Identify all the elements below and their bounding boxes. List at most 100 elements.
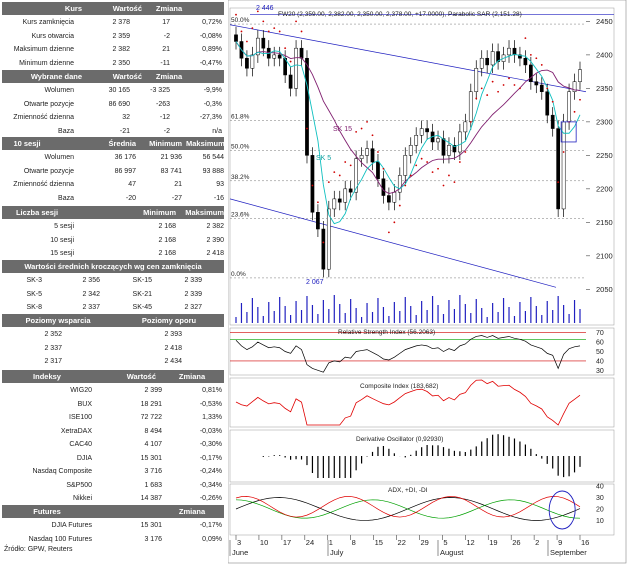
table-cell: Maksimum dzienne [13, 46, 74, 53]
header-cell: Wybrane dane [30, 72, 82, 81]
table-cell: 72 722 [140, 414, 162, 421]
candle [458, 131, 462, 153]
table-cell: 18 291 [140, 400, 162, 408]
x-tick-label: 10 [260, 538, 268, 547]
candle [337, 198, 342, 203]
x-tick-label: 1 [329, 538, 333, 547]
header-cell: Poziomy wsparcia [25, 316, 91, 325]
header-cell: Maksimum [186, 139, 224, 148]
sar-dot [486, 94, 489, 96]
month-label: July [330, 548, 344, 557]
y-tick-label: 2100 [596, 251, 613, 260]
section-header-srednie: Wartości średnich kroczących wg cen zamk… [2, 260, 224, 273]
sar-dot [557, 181, 560, 184]
candle [261, 37, 266, 49]
table-cell: 2 339 [184, 277, 202, 284]
candle [359, 155, 364, 159]
sar-dot [502, 84, 505, 86]
section-header-wybrane: Wybrane dane Wartość Zmiana [2, 70, 224, 83]
table-cell: -2 [163, 32, 170, 40]
candle [539, 84, 544, 92]
y-tick-label: 2250 [596, 151, 613, 160]
table-cell: 15 sesji [50, 250, 74, 257]
x-tick-label: 16 [581, 538, 589, 547]
candle [234, 34, 238, 42]
table-cell: SK-45 [132, 304, 152, 311]
header-cell: 10 sesji [13, 139, 41, 148]
table-cell: -0,30% [199, 441, 222, 448]
table-cell: 36 176 [114, 154, 136, 161]
table-cell: Nasdaq 100 Futures [28, 535, 92, 543]
fib-label: 50.0% [231, 17, 250, 24]
sar-dot [251, 27, 254, 29]
adx-line [235, 497, 581, 521]
fib-label: 61.8% [231, 114, 250, 121]
sk5-line [235, 41, 581, 225]
table-row: Kurs zamknięcia 2 378 17 0,72% [2, 17, 224, 29]
table-cell: CAC40 [69, 441, 92, 448]
price-panel [229, 7, 615, 326]
candle [414, 135, 419, 146]
sar-dot [426, 161, 429, 163]
header-cell: Średnia [108, 139, 136, 148]
table-cell: Otwarte pozycje [23, 100, 74, 108]
candle [348, 188, 353, 193]
header-cell [102, 505, 156, 518]
candle [507, 47, 511, 56]
sar-dot [448, 174, 450, 177]
header-cell: Wartość [112, 4, 142, 13]
candle [332, 198, 337, 210]
candle [321, 228, 326, 270]
header-cell: Indeksy [33, 372, 61, 381]
sar-dot [513, 84, 516, 86]
table-row: Kurs otwarcia 2 359 -2 -0,08% [2, 31, 224, 43]
table-cell: 2 390 [206, 236, 224, 244]
sar-dot [480, 87, 483, 90]
sar-dot [284, 47, 287, 50]
candle [485, 57, 490, 66]
table-cell: 86 690 [108, 100, 130, 108]
section-header-liczba: Liczba sesji Minimum Maksimum [2, 206, 224, 219]
table-cell: WIG20 [70, 387, 92, 394]
table-cell: ISE100 [69, 414, 92, 421]
sar-dot [562, 151, 565, 153]
table-cell: 21 936 [160, 154, 182, 161]
fib-label: 38.2% [231, 174, 250, 181]
candle [479, 57, 484, 69]
sar-dot [453, 181, 456, 184]
sar-dot [246, 40, 248, 43]
rsi-tick-label: 50 [596, 349, 604, 356]
channel-lower-line [229, 198, 557, 288]
table-cell: 2 434 [164, 358, 182, 365]
candle [343, 188, 348, 203]
chart-frame [228, 0, 627, 564]
table-cell: -11 [160, 59, 170, 67]
table-cell: XetraDAX [60, 427, 92, 435]
source-note: Źródło: GPW, Reuters [4, 546, 73, 553]
table-row: 2 317 2 434 [2, 356, 224, 368]
table-cell: Kurs otwarcia [31, 32, 74, 40]
candle [245, 57, 249, 69]
table-cell: 2 356 [82, 277, 100, 284]
table-cell: 30 165 [108, 87, 130, 94]
candle [572, 81, 577, 92]
table-cell: 86 997 [114, 167, 136, 175]
table-cell: -20 [125, 194, 136, 202]
table-row: Otwarte pozycje 86 690 -263 -0,3% [2, 99, 224, 111]
table-row: 2 352 2 393 [2, 329, 224, 341]
table-row: 5 sesji 2 168 2 382 [2, 221, 224, 233]
table-row: Nasdaq Composite 3 716 -0,24% [2, 466, 224, 478]
sar-dot [491, 80, 494, 83]
sar-dot [535, 57, 538, 60]
candle [523, 57, 528, 66]
composite-title: Composite Index (183,682) [360, 383, 438, 390]
candle [545, 91, 550, 116]
table-row: BUX 18 291 -0,53% [2, 399, 224, 411]
candle [463, 121, 468, 133]
sar-dot [551, 100, 554, 103]
table-cell: 2 327 [184, 304, 202, 311]
table-cell: 93 888 [202, 167, 224, 175]
table-cell: Zmienność dzienna [13, 114, 74, 121]
sar-dot [295, 20, 297, 23]
month-label: June [232, 548, 248, 557]
